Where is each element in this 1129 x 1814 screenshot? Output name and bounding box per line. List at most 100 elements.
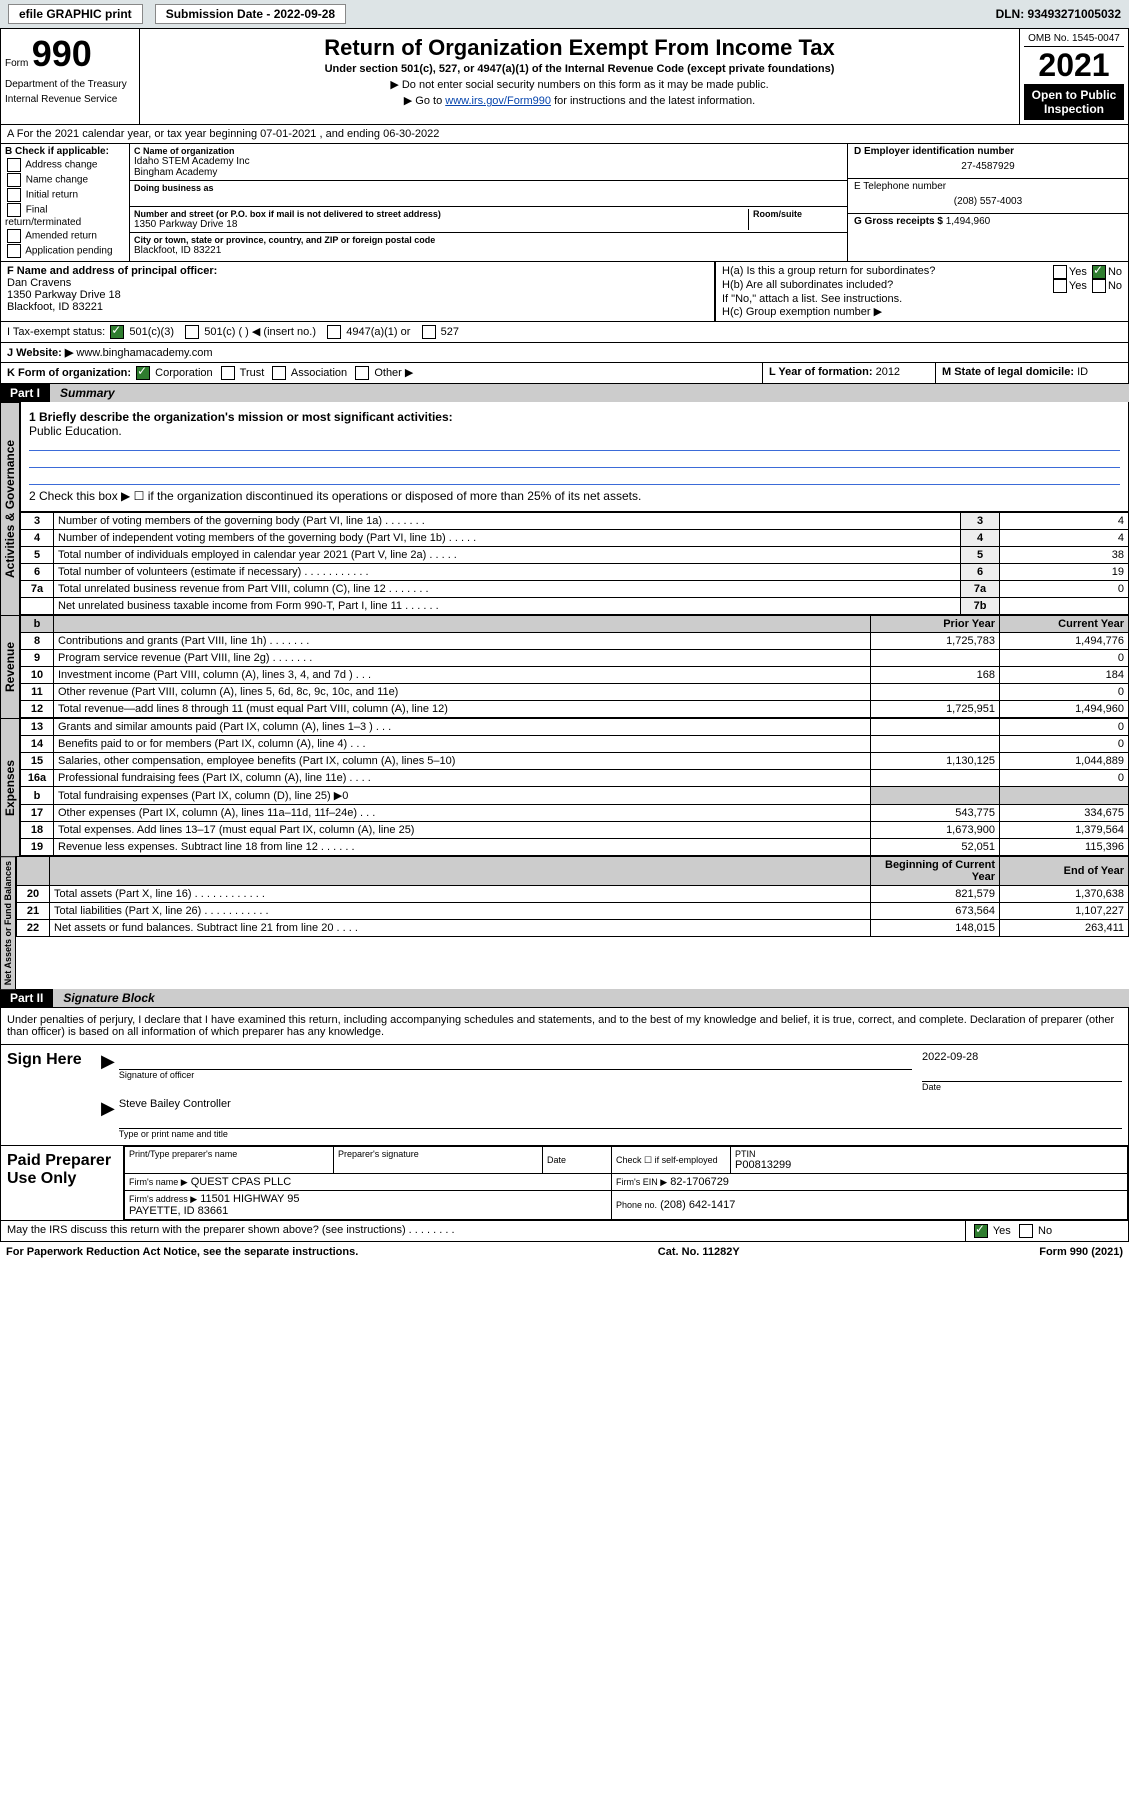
discuss-text: May the IRS discuss this return with the…: [1, 1221, 965, 1241]
table-row: 19Revenue less expenses. Subtract line 1…: [21, 839, 1129, 856]
table-row: 7aTotal unrelated business revenue from …: [21, 581, 1129, 598]
goto-post: for instructions and the latest informat…: [551, 95, 755, 107]
irs-link[interactable]: www.irs.gov/Form990: [445, 95, 551, 107]
table-row: 11Other revenue (Part VIII, column (A), …: [21, 684, 1129, 701]
m-label: M State of legal domicile:: [942, 366, 1074, 378]
firm-name-value: QUEST CPAS PLLC: [191, 1176, 291, 1188]
efile-button[interactable]: efile GRAPHIC print: [8, 4, 143, 24]
checkbox-501c3[interactable]: [110, 325, 124, 339]
table-row: 3Number of voting members of the governi…: [21, 513, 1129, 530]
firm-ein-value: 82-1706729: [670, 1176, 729, 1188]
table-row: 16aProfessional fundraising fees (Part I…: [21, 770, 1129, 787]
paid-preparer-block: Paid Preparer Use Only Print/Type prepar…: [0, 1146, 1129, 1221]
typed-name-value: Steve Bailey Controller: [119, 1098, 1122, 1110]
check-item[interactable]: Address change: [5, 158, 125, 172]
firm-addr1: 11501 HIGHWAY 95: [200, 1193, 299, 1205]
checkbox-corp[interactable]: [136, 366, 150, 380]
exp-tab: Expenses: [0, 718, 20, 856]
l-value: 2012: [876, 366, 900, 378]
phone-value: (208) 642-1417: [660, 1199, 735, 1211]
officer-sig-field: Signature of officer: [119, 1051, 912, 1080]
net-tab: Net Assets or Fund Balances: [0, 856, 16, 989]
tax-status-cell: I Tax-exempt status: 501(c)(3) 501(c) ( …: [1, 322, 1128, 342]
ptin-value: P00813299: [735, 1159, 1123, 1171]
discuss-yn: Yes No: [965, 1221, 1128, 1241]
tel-label: E Telephone number: [854, 181, 1122, 192]
rev-table: bPrior YearCurrent Year8Contributions an…: [20, 615, 1129, 718]
part1-title: Summary: [50, 384, 1129, 402]
table-row: 10Investment income (Part VIII, column (…: [21, 667, 1129, 684]
discuss-no-checkbox[interactable]: [1019, 1224, 1033, 1238]
gov-tab: Activities & Governance: [0, 402, 20, 615]
rev-tab: Revenue: [0, 615, 20, 718]
tel-box: E Telephone number (208) 557-4003: [848, 179, 1128, 214]
form-number-block: Form 990 Department of the Treasury Inte…: [1, 29, 140, 124]
exp-section: Expenses 13Grants and similar amounts pa…: [0, 718, 1129, 856]
sig-date-caption: Date: [922, 1082, 1122, 1092]
discuss-row: May the IRS discuss this return with the…: [0, 1221, 1129, 1242]
checkbox-4947[interactable]: [327, 325, 341, 339]
ssn-note: ▶ Do not enter social security numbers o…: [144, 78, 1015, 91]
gov-table: 3Number of voting members of the governi…: [20, 512, 1129, 615]
table-header-row: Beginning of Current YearEnd of Year: [17, 857, 1129, 886]
officer-addr1: 1350 Parkway Drive 18: [7, 289, 708, 301]
city-value: Blackfoot, ID 83221: [134, 245, 843, 256]
hc-label: H(c) Group exemption number ▶: [722, 305, 1122, 318]
org-name-2: Bingham Academy: [134, 167, 843, 178]
street-label: Number and street (or P.O. box if mail i…: [134, 209, 748, 219]
part1-tag: Part I: [0, 384, 50, 402]
table-row: 8Contributions and grants (Part VIII, li…: [21, 633, 1129, 650]
officer-label: F Name and address of principal officer:: [7, 265, 708, 277]
period-text: A For the 2021 calendar year, or tax yea…: [1, 125, 1128, 143]
street-box: Number and street (or P.O. box if mail i…: [130, 207, 847, 233]
header-title-block: Return of Organization Exempt From Incom…: [140, 29, 1020, 124]
check-item[interactable]: Amended return: [5, 229, 125, 243]
cat-number: Cat. No. 11282Y: [658, 1246, 740, 1258]
check-item[interactable]: Initial return: [5, 188, 125, 202]
firm-addr2: PAYETTE, ID 83661: [129, 1205, 228, 1217]
checkbox-assoc[interactable]: [272, 366, 286, 380]
officer-block: F Name and address of principal officer:…: [1, 262, 715, 321]
top-bar: efile GRAPHIC print Submission Date - 20…: [0, 0, 1129, 28]
k-label: K Form of organization:: [7, 367, 131, 379]
period-row: A For the 2021 calendar year, or tax yea…: [0, 125, 1129, 144]
gov-section: Activities & Governance 1 Briefly descri…: [0, 402, 1129, 615]
right-info-column: D Employer identification number 27-4587…: [847, 144, 1128, 261]
exp-table: 13Grants and similar amounts paid (Part …: [20, 718, 1129, 856]
form-word: Form: [5, 58, 28, 69]
klm-row: K Form of organization: Corporation Trus…: [0, 363, 1129, 384]
ein-box: D Employer identification number 27-4587…: [848, 144, 1128, 179]
firm-name-label: Firm's name ▶: [129, 1177, 188, 1187]
m-cell: M State of legal domicile: ID: [935, 363, 1128, 383]
checkbox-527[interactable]: [422, 325, 436, 339]
mission-area: 1 Briefly describe the organization's mi…: [20, 402, 1129, 512]
form-number: 990: [32, 33, 92, 74]
section-b-g: B Check if applicable: Address change Na…: [0, 144, 1129, 262]
tax-year: 2021: [1024, 47, 1124, 84]
table-row: 4Number of independent voting members of…: [21, 530, 1129, 547]
table-row: 22Net assets or fund balances. Subtract …: [17, 920, 1129, 937]
discuss-yes-checkbox[interactable]: [974, 1224, 988, 1238]
checkbox-other[interactable]: [355, 366, 369, 380]
dln-label: DLN: 93493271005032: [996, 7, 1121, 21]
hb-label: H(b) Are all subordinates included?: [722, 279, 893, 293]
ptin-label: PTIN: [735, 1149, 1123, 1159]
part2-title: Signature Block: [53, 989, 1129, 1007]
table-header-row: bPrior YearCurrent Year: [21, 616, 1129, 633]
q2-label: 2 Check this box ▶ ☐ if the organization…: [29, 489, 1120, 503]
gross-value: 1,494,960: [946, 216, 991, 227]
part2-tag: Part II: [0, 989, 53, 1007]
submission-date-button[interactable]: Submission Date - 2022-09-28: [155, 4, 346, 24]
ha-label: H(a) Is this a group return for subordin…: [722, 265, 935, 279]
check-item[interactable]: Final return/terminated: [5, 203, 125, 228]
checkbox-trust[interactable]: [221, 366, 235, 380]
checkbox-501c[interactable]: [185, 325, 199, 339]
cname-label: C Name of organization: [134, 146, 843, 156]
city-box: City or town, state or province, country…: [130, 233, 847, 258]
check-item[interactable]: Name change: [5, 173, 125, 187]
net-section: Net Assets or Fund Balances Beginning of…: [0, 856, 1129, 989]
officer-addr2: Blackfoot, ID 83221: [7, 301, 708, 313]
check-item[interactable]: Application pending: [5, 244, 125, 258]
hb-yn: Yes No: [1051, 279, 1122, 293]
prep-date-label: Date: [547, 1155, 607, 1165]
